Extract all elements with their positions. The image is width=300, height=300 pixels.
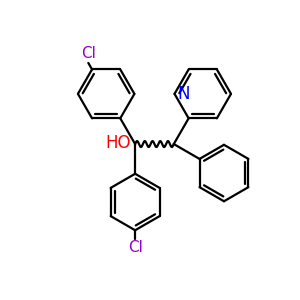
Text: Cl: Cl [81,46,96,62]
Text: Cl: Cl [128,240,142,255]
Text: N: N [177,85,189,103]
Text: HO: HO [105,134,131,152]
